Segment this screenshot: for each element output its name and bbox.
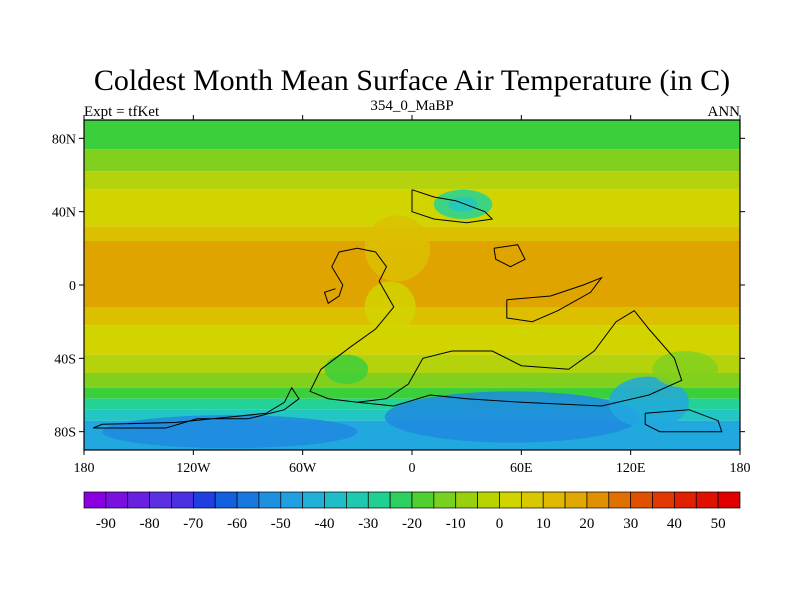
colorbar-box: [564, 491, 588, 509]
colorbar-box: [542, 491, 566, 509]
lon-tick-label: 0: [409, 461, 416, 476]
colorbar-box: [127, 491, 150, 509]
colorbar-box: [105, 491, 129, 509]
temperature-band: [84, 373, 740, 388]
coastline-segment: [309, 247, 683, 407]
temperature-patch: [364, 281, 416, 333]
colorbar-box: [214, 491, 238, 509]
temperature-field: [84, 120, 740, 450]
colorbar-box: [367, 491, 391, 509]
colorbar-label: -90: [96, 516, 116, 532]
temperature-patch: [652, 351, 719, 388]
colorbar-label: -70: [183, 516, 203, 532]
right-subtitle: ANN: [708, 104, 741, 120]
colorbar-label: -60: [227, 516, 247, 532]
temperature-patch: [384, 391, 640, 443]
temperature-patch: [364, 215, 431, 282]
colorbar-box: [695, 491, 719, 509]
lat-tick-label: 0: [69, 279, 76, 294]
colorbar-label: 40: [667, 516, 682, 532]
lon-tick-label: 180: [730, 461, 751, 476]
lon-tick-label: 120E: [616, 461, 646, 476]
lon-tick-label: 60E: [510, 461, 533, 476]
colorbar-box: [302, 491, 325, 509]
temperature-band: [84, 120, 740, 150]
temperature-band: [84, 354, 740, 373]
temperature-band: [84, 171, 740, 190]
temperature-patch: [102, 415, 358, 449]
temperature-band: [84, 149, 740, 172]
colorbar-label: -80: [140, 516, 160, 532]
colorbar-label: 50: [711, 516, 726, 532]
coastline-segment: [644, 409, 723, 433]
colorbar-box: [192, 491, 216, 509]
temperature-patch: [448, 197, 478, 212]
colorbar-label: 20: [579, 516, 594, 532]
colorbar-label: -20: [402, 516, 422, 532]
lon-tick-label: 60W: [289, 461, 317, 476]
colorbar-box: [674, 491, 697, 509]
colorbar-box: [346, 491, 369, 509]
colorbar-label: -10: [446, 516, 466, 532]
colorbar-box: [717, 491, 741, 509]
latitude-axis: 80N 40N 0 40S 80S: [52, 132, 745, 441]
colorbar-box: [586, 491, 610, 509]
colorbar-box: [520, 491, 544, 509]
lat-tick-label: 80N: [52, 132, 76, 147]
colorbar-label: 0: [496, 516, 504, 532]
colorbar-box: [149, 491, 172, 509]
coastline-segment: [506, 276, 603, 323]
colorbar-box: [83, 491, 107, 509]
colorbar-box: [499, 491, 522, 509]
colorbar-box: [280, 491, 304, 509]
colorbar-label: -40: [315, 516, 335, 532]
coastline-segment: [92, 386, 300, 429]
lon-tick-label: 120W: [176, 461, 211, 476]
temperature-band: [84, 387, 740, 399]
colorbar-box: [389, 491, 413, 509]
colorbar-box: [171, 491, 194, 509]
colorbar-box: [324, 491, 347, 509]
colorbar-label: -50: [271, 516, 291, 532]
colorbar-box: [652, 491, 675, 509]
colorbar-label: 30: [623, 516, 638, 532]
colorbar-box: [455, 491, 478, 509]
colorbar-box: [433, 491, 457, 509]
colorbar-label: 10: [536, 516, 551, 532]
lon-tick-label: 180: [74, 461, 95, 476]
coastline-segment: [411, 189, 494, 224]
lat-tick-label: 40S: [54, 352, 76, 367]
temperature-patch: [324, 354, 369, 385]
coastline-segment: [493, 244, 526, 268]
temperature-band: [84, 325, 740, 355]
colorbar-box: [608, 491, 632, 509]
lat-tick-label: 40N: [52, 206, 76, 221]
figure-title: Coldest Month Mean Surface Air Temperatu…: [94, 64, 730, 97]
colorbar-box: [477, 491, 500, 509]
colorbar-label: -30: [358, 516, 378, 532]
coastline-contours: [92, 189, 723, 433]
left-subtitle: Expt = tfKet: [84, 104, 160, 120]
coastline-segment: [323, 247, 358, 305]
colorbar: -90 -80 -70 -60 -50 -40 -30 -20 -10 0 10 20 30 40 50: [83, 491, 741, 532]
temperature-patch: [608, 376, 689, 429]
lat-tick-label: 80S: [54, 426, 76, 441]
colorbar-box: [258, 491, 282, 509]
colorbar-box: [411, 491, 435, 509]
center-subtitle: 354_0_MaBP: [370, 98, 453, 114]
colorbar-box: [236, 491, 260, 509]
longitude-axis: 180 120W 60W 0 60E 120E 180: [74, 115, 751, 476]
colorbar-box: [630, 491, 653, 509]
